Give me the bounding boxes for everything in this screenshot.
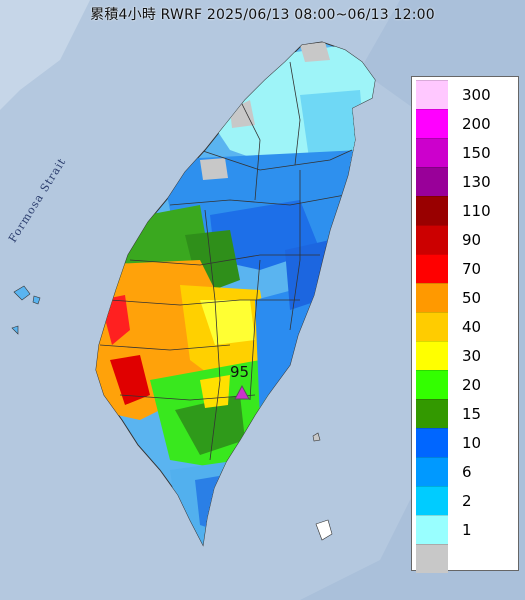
legend-swatch <box>416 428 448 457</box>
legend-label: 70 <box>462 260 482 278</box>
legend-swatch <box>416 370 448 399</box>
legend-swatch <box>416 196 448 225</box>
legend-swatch <box>416 515 448 544</box>
map-title: 累積4小時 RWRF 2025/06/13 08:00~06/13 12:00 <box>90 7 435 23</box>
legend-label: 150 <box>462 144 491 162</box>
legend-label: 6 <box>462 463 472 481</box>
triangle-marker-icon <box>234 384 250 400</box>
legend-label: 50 <box>462 289 482 307</box>
legend-label: 30 <box>462 347 482 365</box>
legend-swatch <box>416 80 448 109</box>
green-island <box>312 432 321 442</box>
legend-label: 40 <box>462 318 482 336</box>
legend-label: 10 <box>462 434 482 452</box>
color-legend: 300 200 150 130 110 90 70 50 40 30 20 15 10 6 2 1 <box>411 76 519 573</box>
legend-swatch <box>416 312 448 341</box>
legend-swatch <box>416 341 448 370</box>
legend-swatch <box>416 138 448 167</box>
legend-label: 110 <box>462 202 491 220</box>
legend-swatch <box>416 109 448 138</box>
legend-label: 1 <box>462 521 472 539</box>
legend-swatch <box>416 167 448 196</box>
legend-swatch <box>416 544 448 573</box>
legend-swatch <box>416 457 448 486</box>
legend-swatch <box>416 399 448 428</box>
legend-swatch <box>416 283 448 312</box>
legend-swatch <box>416 254 448 283</box>
legend-label: 15 <box>462 405 482 423</box>
peak-value-label: 95 <box>230 363 250 381</box>
legend-label: 90 <box>462 231 482 249</box>
legend-label: 300 <box>462 86 491 104</box>
orchid-island <box>315 519 333 541</box>
legend-swatch <box>416 486 448 515</box>
legend-swatch <box>416 225 448 254</box>
penghu-islands <box>11 285 41 335</box>
legend-label: 2 <box>462 492 472 510</box>
legend-label: 200 <box>462 115 491 133</box>
legend-label: 130 <box>462 173 491 191</box>
legend-label: 20 <box>462 376 482 394</box>
